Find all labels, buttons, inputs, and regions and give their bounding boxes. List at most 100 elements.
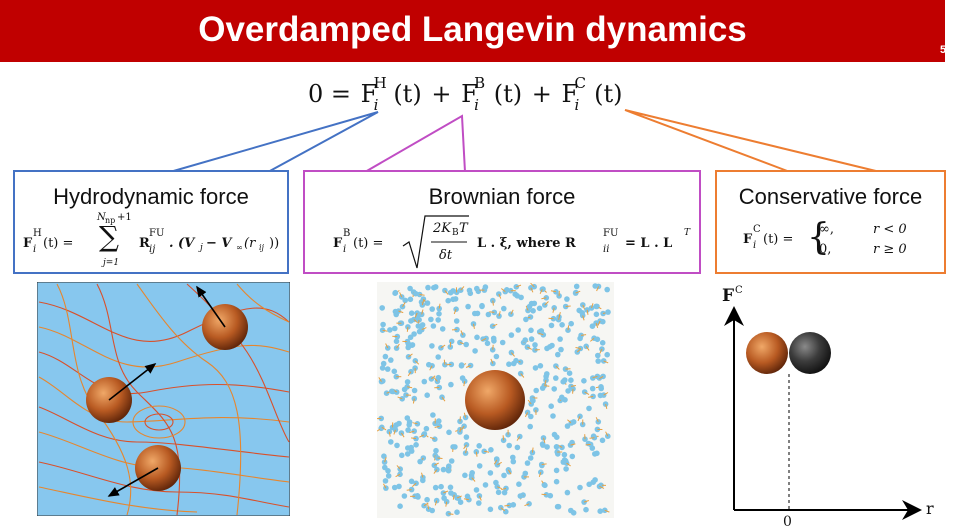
solvent-particle (399, 452, 405, 459)
solvent-velocity-tick (412, 398, 415, 404)
solvent-particle (392, 289, 399, 296)
solvent-particle (482, 284, 489, 290)
solvent-particle (429, 343, 435, 349)
solvent-particle (599, 346, 605, 352)
solvent-particle (398, 320, 405, 326)
solvent-velocity-tick (443, 490, 449, 494)
brownian-callout-line (364, 114, 466, 173)
solvent-velocity-tick (463, 444, 467, 450)
solvent-particle (411, 428, 417, 434)
solvent-particle (589, 385, 596, 392)
solvent-particle (421, 378, 428, 385)
solvent-particle (381, 459, 388, 465)
solvent-particle (511, 360, 517, 367)
solvent-particle (430, 412, 436, 418)
solvent-particle (469, 470, 475, 476)
solvent-velocity-tick (538, 472, 542, 478)
solvent-particle (501, 489, 508, 496)
solvent-particle (454, 495, 460, 501)
solvent-particle (398, 294, 405, 300)
solvent-velocity-tick (498, 293, 502, 299)
solvent-velocity-tick (599, 348, 603, 354)
solvent-velocity-tick (411, 482, 417, 487)
solvent-particle (442, 361, 448, 368)
slide-number: 5 (940, 44, 947, 56)
solvent-particle (445, 297, 451, 304)
solvent-velocity-tick (544, 379, 547, 386)
solvent-particle (381, 453, 387, 459)
solvent-particle (411, 387, 418, 394)
solvent-particle (429, 306, 435, 312)
solvent-velocity-tick (544, 301, 549, 306)
solvent-particles (377, 282, 611, 517)
solvent-particle (447, 344, 454, 350)
solvent-particle (476, 463, 483, 469)
solvent-velocity-tick (465, 365, 471, 368)
solvent-particle (448, 458, 455, 464)
solvent-particle (392, 325, 398, 332)
solvent-particle (473, 449, 480, 455)
solvent-velocity-tick (605, 431, 609, 437)
solvent-velocity-tick (459, 426, 462, 433)
solvent-particle (544, 345, 550, 352)
solvent-velocity-tick (456, 495, 462, 499)
solvent-particle (473, 487, 480, 493)
solvent-particle (565, 327, 571, 333)
solvent-velocity-tick (385, 343, 389, 349)
solvent-particle (581, 499, 587, 505)
solvent-velocity-tick (582, 315, 585, 321)
conservative-callout-line (624, 109, 881, 173)
solvent-velocity-tick (407, 386, 413, 389)
solvent-particle (604, 351, 610, 358)
solvent-particle (523, 316, 529, 323)
solvent-particle (605, 309, 611, 315)
solvent-particle (591, 434, 598, 441)
solvent-particle (408, 478, 415, 485)
solvent-particle (524, 344, 531, 350)
solvent-particle (391, 484, 398, 491)
solvent-particle (558, 346, 564, 353)
solvent-velocity-tick (497, 486, 503, 490)
solvent-particle (432, 436, 438, 442)
solvent-particle (383, 485, 389, 491)
solvent-velocity-tick (591, 303, 594, 309)
solvent-velocity-tick (407, 371, 412, 377)
solvent-particle (452, 444, 458, 450)
solvent-particle (569, 453, 576, 460)
solvent-particle (568, 320, 574, 327)
solvent-particle (393, 338, 400, 345)
solvent-particle (582, 436, 588, 442)
solvent-particle (392, 308, 399, 315)
solvent-particle (508, 332, 515, 338)
solvent-velocity-tick (437, 457, 443, 459)
solvent-particle (420, 477, 426, 484)
solvent-particle (436, 423, 443, 430)
solvent-particle (419, 302, 426, 308)
solvent-particle (595, 358, 601, 364)
solvent-particle (532, 342, 538, 348)
solvent-particle (439, 326, 446, 332)
solvent-velocity-tick (423, 502, 429, 507)
solvent-velocity-tick (530, 282, 535, 288)
solvent-particle (432, 484, 439, 491)
solvent-particle (515, 327, 521, 333)
solvent-particle (597, 508, 603, 514)
solvent-velocity-tick (492, 323, 498, 327)
solvent-particle (490, 360, 496, 367)
solvent-velocity-tick (490, 358, 494, 364)
solvent-velocity-tick (452, 494, 455, 500)
solvent-particle (537, 363, 544, 369)
solvent-velocity-tick (584, 391, 590, 396)
solvent-velocity-tick (538, 332, 544, 336)
solvent-particle (543, 377, 549, 383)
solvent-particle (435, 317, 441, 323)
solvent-particle (399, 303, 406, 310)
solvent-velocity-tick (575, 347, 581, 349)
solvent-particle (539, 286, 546, 293)
solvent-velocity-tick (552, 307, 555, 313)
solvent-particle (605, 433, 611, 439)
solvent-particle (487, 470, 494, 476)
solvent-velocity-tick (541, 297, 547, 300)
solvent-velocity-tick (596, 286, 599, 292)
